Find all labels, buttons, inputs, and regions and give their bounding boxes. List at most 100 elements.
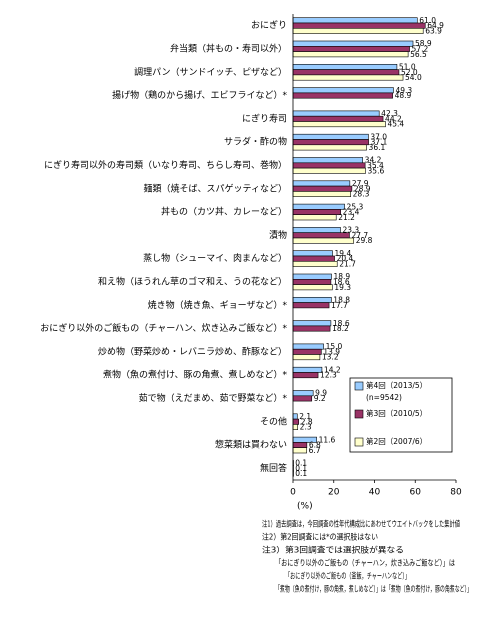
bar [292,209,341,215]
value-label: 49.3 [395,86,412,95]
bar [292,69,400,76]
value-label: 63.9 [425,26,442,35]
bar [292,250,333,257]
x-tick-label: 60 [410,488,422,498]
value-label: 13.9 [323,347,340,356]
category-label: にぎり寿司 [242,112,287,124]
bar [292,413,298,420]
value-label: 19.3 [334,283,351,292]
bar [292,255,335,262]
value-label: 35.4 [367,161,384,170]
legend-label: 第2回（2007/6） [366,436,427,446]
bar [292,167,366,174]
bar [292,320,332,327]
bar [292,121,386,128]
value-label: 21.2 [338,213,355,222]
bar [292,442,308,448]
value-label: 23.3 [342,226,359,235]
bar [292,273,332,280]
value-label: 44.2 [385,114,402,123]
value-label: 0.1 [295,469,307,478]
bar [292,237,355,244]
legend-box [349,377,453,453]
legend-swatch [354,409,364,419]
category-label: 茹で物（えだまめ、茹で野菜など）* [139,392,288,404]
value-label: 51.0 [399,62,416,71]
bar [292,92,393,99]
note: 注2）第2回調査には*の選択肢はない [262,532,378,542]
value-label: 23.4 [343,208,360,217]
bar [292,45,410,52]
value-label: 17.7 [331,301,348,310]
legend-swatch [354,381,364,391]
value-label: 2.8 [301,417,313,426]
bar [292,17,418,24]
category-label: 煮物（魚の煮付け、豚の角煮、煮しめなど）* [103,369,288,381]
value-label: 0.1 [295,464,307,473]
value-label: 6.8 [309,441,321,450]
value-label: 12.3 [320,371,337,380]
bar [292,214,337,221]
value-label: 20.4 [337,254,354,263]
value-label: 18.6 [333,277,350,286]
category-label: その他 [260,415,287,427]
legend-label: 第4回（2013/5） [366,380,427,390]
bar [292,74,404,81]
bar [292,51,409,58]
bar [292,227,341,233]
value-label: 56.5 [410,50,427,59]
bar [292,144,367,151]
category-label: 丼もの（カツ丼、カレーなど） [161,206,287,218]
bar [292,180,351,187]
x-axis-label: (%) [297,502,313,512]
bar [292,22,426,29]
bar [292,343,324,350]
value-label: 61.0 [419,16,436,25]
value-label: 64.9 [427,21,444,30]
value-label: 57.2 [412,44,429,53]
bar [292,110,380,117]
value-label: 29.8 [356,236,373,245]
bar [292,232,350,239]
bar [292,40,414,47]
bar [292,133,369,140]
value-label: 2.1 [299,412,311,421]
value-label: 15.0 [326,342,343,351]
value-label: 36.1 [369,143,386,152]
value-label: 34.2 [365,156,382,165]
value-label: 28.9 [354,184,371,193]
value-label: 48.9 [395,91,412,100]
bar [292,185,353,192]
value-label: 37.0 [370,132,387,141]
value-label: 27.9 [352,179,369,188]
value-label: 11.6 [319,435,336,444]
bar [292,302,330,309]
category-label: 炒め物（野菜炒め・レバニラ炒め、酢豚など） [98,345,287,357]
x-tick-label: 40 [369,488,381,498]
category-label: 弁当類（丼もの・寿司以外） [170,42,287,54]
value-label: 45.4 [388,120,405,129]
category-label: 蒸し物（シューマイ、肉まんなど） [143,252,287,264]
x-tick-label: 20 [328,488,340,498]
value-label: 52.0 [401,68,418,77]
x-tick-label: 0 [290,488,296,498]
value-label: 18.8 [333,295,350,304]
legend-label: 第3回（2010/5） [366,408,427,418]
bar [292,203,345,210]
bar [292,395,313,402]
value-label: 58.9 [415,39,432,48]
x-tick-label: 80 [450,488,462,498]
note: 注1）過去調査は，今回調査の性年代構成比にあわせてウエイトバックをした集計値 [262,519,460,529]
bar [292,325,331,332]
bar [292,372,319,379]
bar [292,278,332,285]
bar [292,87,394,94]
value-label: 35.6 [368,166,385,175]
category-label: 漬物 [269,229,287,241]
value-label: 37.1 [371,138,388,147]
value-label: 6.7 [309,446,321,455]
value-label: 13.2 [322,353,339,362]
value-label: 42.3 [381,109,398,118]
